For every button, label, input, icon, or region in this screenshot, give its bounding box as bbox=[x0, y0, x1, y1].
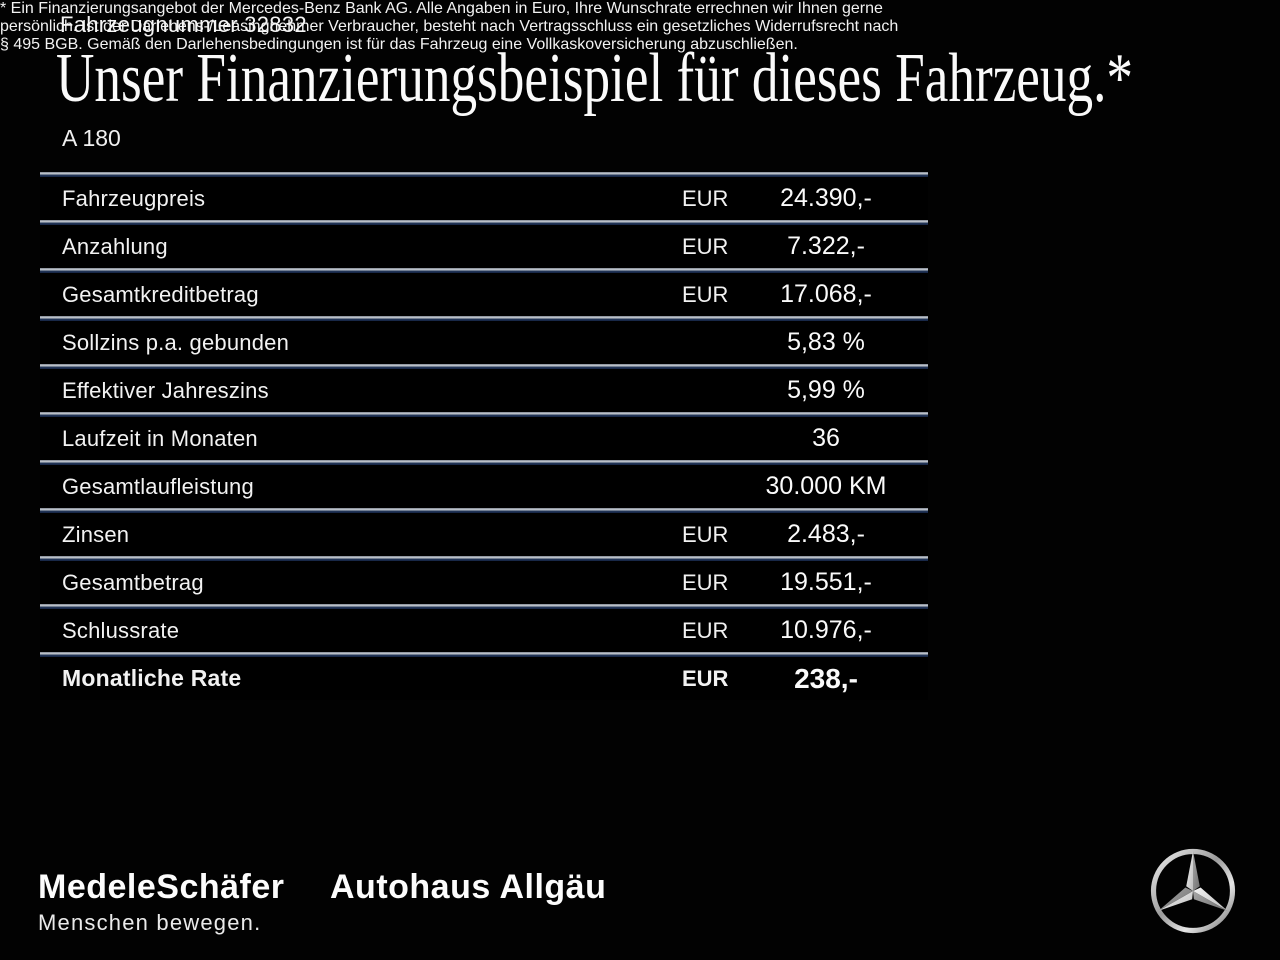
row-value: 5,99 % bbox=[787, 376, 865, 404]
table-divider bbox=[40, 652, 928, 657]
footnote-line: persönlich. Ist der Darlehens-/Leasingne… bbox=[0, 18, 899, 35]
table-row-gesamtlaufleistung: Gesamtlaufleistung 30.000 KM bbox=[40, 465, 928, 508]
row-value: 30.000 KM bbox=[765, 472, 887, 500]
row-currency: EUR bbox=[682, 521, 729, 547]
row-currency: EUR bbox=[682, 569, 729, 595]
dealer-logo-autohaus-allgaeu: Autohaus Allgäu bbox=[330, 868, 607, 906]
table-divider bbox=[40, 172, 928, 177]
row-value: 2.483,- bbox=[787, 520, 865, 548]
row-label: Effektiver Jahreszins bbox=[62, 377, 269, 403]
row-value: 7.322,- bbox=[787, 232, 865, 260]
row-value: 36 bbox=[812, 424, 840, 452]
mercedes-star-icon bbox=[1150, 848, 1236, 934]
table-divider bbox=[40, 460, 928, 465]
table-divider bbox=[40, 412, 928, 417]
vehicle-model: A 180 bbox=[62, 125, 121, 151]
table-bottom-border bbox=[40, 700, 928, 704]
table-row-laufzeit: Laufzeit in Monaten 36 bbox=[40, 417, 928, 460]
table-divider bbox=[40, 220, 928, 225]
row-label: Laufzeit in Monaten bbox=[62, 425, 258, 451]
row-value: 238,- bbox=[794, 662, 858, 694]
vehicle-number: Fahrzeugnummer 32832 bbox=[60, 12, 307, 37]
table-divider bbox=[40, 316, 928, 321]
row-currency: EUR bbox=[682, 233, 729, 259]
row-label: Schlussrate bbox=[62, 617, 180, 643]
page-title: Unser Finanzierungsbeispiel für dieses F… bbox=[56, 40, 1134, 117]
row-label: Gesamtlaufleistung bbox=[62, 473, 254, 499]
row-value: 5,83 % bbox=[787, 328, 865, 356]
finance-table: Fahrzeugpreis EUR 24.390,- Anzahlung EUR… bbox=[40, 172, 928, 704]
row-label: Zinsen bbox=[62, 521, 130, 547]
row-currency: EUR bbox=[682, 281, 729, 307]
row-value: 17.068,- bbox=[780, 280, 872, 308]
table-row-gesamtkreditbetrag: Gesamtkreditbetrag EUR 17.068,- bbox=[40, 273, 928, 316]
dealer-tagline: Menschen bewegen. bbox=[38, 910, 262, 935]
table-row-sollzins: Sollzins p.a. gebunden 5,83 % bbox=[40, 321, 928, 364]
row-label: Gesamtkreditbetrag bbox=[62, 281, 259, 307]
row-label: Fahrzeugpreis bbox=[62, 185, 206, 211]
table-row-anzahlung: Anzahlung EUR 7.322,- bbox=[40, 225, 928, 268]
table-divider bbox=[40, 556, 928, 561]
row-label: Gesamtbetrag bbox=[62, 569, 204, 595]
footnote-line: * Ein Finanzierungsangebot der Mercedes-… bbox=[0, 0, 883, 17]
dealer-logo-medeleschaefer: MedeleSchäfer bbox=[38, 868, 285, 906]
row-value: 24.390,- bbox=[780, 184, 872, 212]
row-value: 10.976,- bbox=[780, 616, 872, 644]
table-row-zinsen: Zinsen EUR 2.483,- bbox=[40, 513, 928, 556]
row-label: Monatliche Rate bbox=[62, 665, 242, 691]
row-label: Anzahlung bbox=[62, 233, 168, 259]
row-currency: EUR bbox=[682, 665, 729, 691]
row-value: 19.551,- bbox=[780, 568, 872, 596]
row-label: Sollzins p.a. gebunden bbox=[62, 329, 290, 355]
table-row-schlussrate: Schlussrate EUR 10.976,- bbox=[40, 609, 928, 652]
table-divider bbox=[40, 604, 928, 609]
footnote-line: § 495 BGB. Gemäß den Darlehensbedingunge… bbox=[0, 36, 798, 53]
table-row-monatliche-rate: Monatliche Rate EUR 238,- bbox=[40, 657, 928, 700]
table-row-fahrzeugpreis: Fahrzeugpreis EUR 24.390,- bbox=[40, 177, 928, 220]
table-divider bbox=[40, 268, 928, 273]
table-row-effektiver-jahreszins: Effektiver Jahreszins 5,99 % bbox=[40, 369, 928, 412]
table-divider bbox=[40, 508, 928, 513]
table-row-gesamtbetrag: Gesamtbetrag EUR 19.551,- bbox=[40, 561, 928, 604]
table-divider bbox=[40, 364, 928, 369]
row-currency: EUR bbox=[682, 617, 729, 643]
row-currency: EUR bbox=[682, 185, 729, 211]
